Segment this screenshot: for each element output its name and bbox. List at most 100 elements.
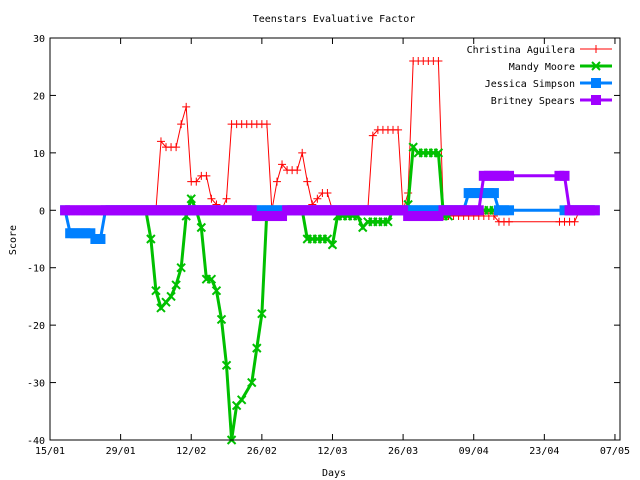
data-point bbox=[367, 205, 378, 216]
data-point bbox=[261, 211, 272, 222]
data-point bbox=[272, 177, 281, 186]
y-tick-label: 30 bbox=[33, 34, 45, 45]
data-point bbox=[85, 205, 96, 216]
data-point bbox=[591, 78, 601, 88]
data-point bbox=[302, 205, 313, 216]
data-point bbox=[423, 205, 434, 216]
data-point bbox=[287, 205, 298, 216]
data-point bbox=[293, 166, 302, 175]
data-point bbox=[266, 205, 277, 216]
data-point bbox=[468, 205, 479, 216]
data-point bbox=[554, 170, 565, 181]
data-point bbox=[110, 205, 121, 216]
legend-label: Mandy Moore bbox=[509, 62, 575, 73]
series-britney-spears bbox=[60, 170, 600, 222]
data-point bbox=[90, 234, 101, 244]
data-point bbox=[382, 205, 393, 216]
data-point bbox=[206, 274, 217, 284]
data-point bbox=[584, 205, 595, 216]
data-point bbox=[207, 194, 216, 203]
data-point bbox=[90, 205, 101, 216]
data-point bbox=[145, 205, 156, 216]
data-point bbox=[463, 205, 474, 216]
data-point bbox=[473, 188, 484, 199]
data-point bbox=[362, 205, 373, 216]
data-point bbox=[271, 211, 282, 222]
data-point bbox=[282, 205, 293, 216]
x-tick-label: 07/05 bbox=[600, 446, 630, 457]
data-point bbox=[398, 205, 409, 216]
data-point bbox=[256, 205, 267, 216]
x-axis-label: Days bbox=[322, 468, 346, 479]
data-point bbox=[70, 228, 81, 239]
data-point bbox=[75, 228, 86, 239]
data-point bbox=[247, 377, 257, 388]
data-point bbox=[574, 205, 585, 216]
data-point bbox=[211, 205, 222, 216]
y-tick-label: -30 bbox=[27, 379, 45, 390]
data-point bbox=[226, 205, 237, 216]
data-point bbox=[246, 205, 257, 216]
data-point bbox=[257, 308, 267, 319]
data-point bbox=[505, 217, 514, 226]
data-point bbox=[468, 188, 479, 199]
data-point bbox=[483, 170, 494, 181]
data-point bbox=[176, 205, 187, 216]
data-point bbox=[135, 205, 146, 216]
y-tick-label: -10 bbox=[27, 264, 45, 275]
data-point bbox=[418, 211, 429, 222]
data-point bbox=[251, 205, 262, 216]
series-layer bbox=[60, 56, 600, 445]
legend-label: Jessica Simpson bbox=[485, 79, 575, 90]
legend-label: Britney Spears bbox=[491, 96, 575, 107]
data-point bbox=[251, 211, 262, 222]
data-point bbox=[80, 205, 91, 216]
y-tick-label: 10 bbox=[33, 149, 45, 160]
data-point bbox=[105, 205, 116, 216]
data-point bbox=[297, 205, 308, 216]
data-point bbox=[80, 228, 91, 239]
x-tick-label: 09/04 bbox=[459, 446, 489, 457]
data-point bbox=[504, 170, 515, 181]
data-point bbox=[393, 205, 404, 216]
x-tick-label: 23/04 bbox=[529, 446, 559, 457]
data-point bbox=[322, 205, 333, 216]
data-point bbox=[211, 285, 222, 296]
data-point bbox=[307, 205, 318, 216]
data-point bbox=[388, 205, 399, 216]
data-point bbox=[191, 205, 202, 216]
x-tick-label: 12/03 bbox=[317, 446, 347, 457]
data-point bbox=[372, 205, 383, 216]
y-tick-label: 20 bbox=[33, 91, 45, 102]
data-point bbox=[428, 211, 439, 222]
data-point bbox=[196, 222, 207, 233]
series-mandy-moore bbox=[60, 142, 514, 445]
data-point bbox=[579, 205, 590, 216]
data-point bbox=[493, 205, 504, 216]
data-point bbox=[498, 170, 509, 181]
legend: Christina Aguilera Mandy Moore Jessica Sim… bbox=[467, 45, 612, 107]
x-tick-label: 15/01 bbox=[35, 446, 65, 457]
data-point bbox=[377, 205, 388, 216]
data-point bbox=[298, 148, 307, 157]
data-point bbox=[151, 285, 161, 296]
data-point bbox=[403, 205, 414, 216]
data-point bbox=[413, 211, 424, 222]
data-point bbox=[394, 125, 403, 134]
data-point bbox=[216, 314, 227, 325]
data-point bbox=[95, 234, 106, 244]
data-point bbox=[231, 205, 242, 216]
chart-title: Teenstars Evaluative Factor bbox=[253, 14, 416, 25]
data-point bbox=[478, 188, 489, 199]
data-point bbox=[453, 205, 464, 216]
plot-frame bbox=[49, 37, 621, 441]
legend-label: Christina Aguilera bbox=[467, 45, 575, 56]
data-point bbox=[95, 205, 106, 216]
x-tick-label: 26/02 bbox=[247, 446, 277, 457]
data-point bbox=[592, 45, 600, 53]
data-point bbox=[201, 205, 212, 216]
data-point bbox=[488, 188, 499, 199]
data-point bbox=[221, 205, 232, 216]
data-point bbox=[317, 205, 328, 216]
data-point bbox=[70, 205, 81, 216]
